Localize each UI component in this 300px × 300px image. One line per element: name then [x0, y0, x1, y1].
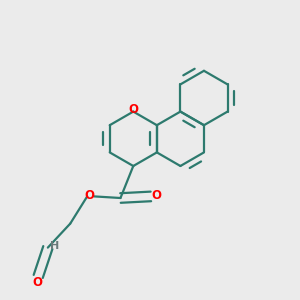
Text: O: O [128, 103, 138, 116]
Text: O: O [152, 189, 162, 202]
Text: O: O [32, 276, 42, 289]
Text: O: O [84, 189, 94, 202]
Text: H: H [50, 241, 59, 251]
